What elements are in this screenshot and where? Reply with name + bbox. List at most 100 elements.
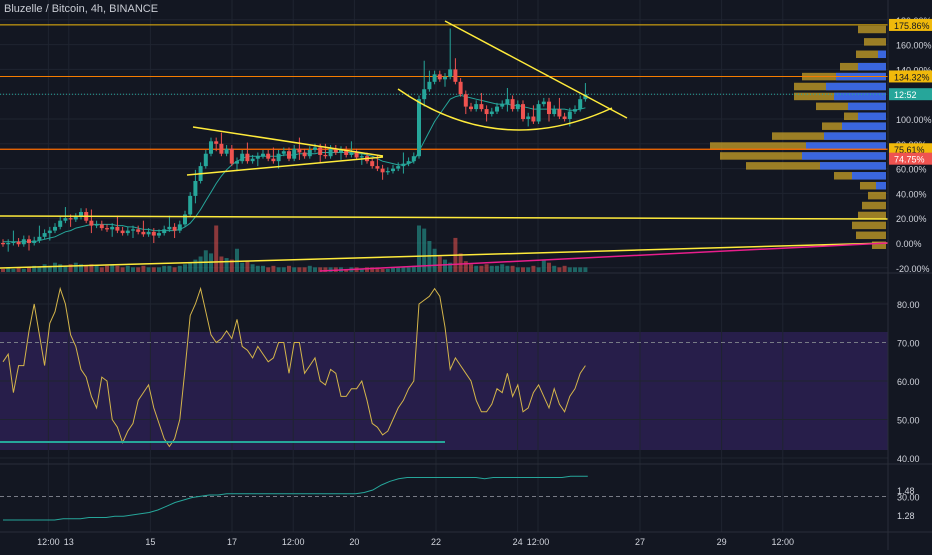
volume-bar (432, 248, 437, 272)
volume-bar (6, 267, 11, 272)
resistance-line (444, 20, 628, 119)
candle-body (188, 195, 193, 215)
candle-body (573, 109, 577, 112)
candle-body (422, 89, 427, 100)
candle-body (505, 99, 510, 105)
candle-body (515, 104, 520, 110)
candle-body (510, 99, 515, 110)
candle-body (235, 161, 239, 164)
volume-bar (375, 267, 380, 272)
volume-bar (567, 267, 572, 272)
trendline-drawings[interactable] (0, 20, 889, 272)
indicator-axis[interactable]: 1.48 1.28 (897, 486, 915, 521)
candle-body (411, 156, 416, 162)
candle-body (432, 74, 437, 82)
vp-bar-down (858, 211, 886, 220)
volume-bar (214, 225, 219, 272)
volume-bar (73, 262, 78, 272)
vp-bar-down (860, 181, 886, 190)
volume-bar (11, 268, 16, 272)
candle-body (125, 230, 130, 234)
candle-body (32, 240, 37, 243)
indicator-tick-label: 1.48 (897, 486, 915, 496)
volume-bar (99, 267, 104, 272)
candle-body (276, 153, 281, 162)
candle-body (250, 158, 255, 162)
candle-body (141, 231, 146, 235)
volume-bar (489, 265, 494, 272)
time-tick-label: 12:00 (772, 537, 795, 547)
vp-bar-down (856, 50, 886, 59)
volume-bar (63, 265, 68, 272)
volume-bar (385, 268, 390, 272)
volume-bar (573, 267, 577, 272)
rsi-tick-label: 30.00 (897, 493, 920, 503)
time-tick-label: 29 (717, 537, 727, 547)
candle-body (521, 104, 525, 119)
candle-body (183, 214, 187, 225)
price-tick-label: 60.00% (896, 165, 927, 175)
candle-body (318, 147, 323, 155)
vp-bar-up (820, 162, 886, 170)
price-tick-label: 100.00% (896, 115, 932, 125)
candle-body (297, 148, 302, 153)
volume-bar (42, 264, 47, 272)
volume-bar (521, 267, 525, 272)
volume-bar (536, 267, 541, 272)
price-label-box (889, 88, 932, 101)
volume-bar (177, 265, 182, 272)
candle-body (463, 94, 468, 107)
candle-body (495, 106, 499, 112)
candle-body (73, 216, 78, 220)
candle-body (479, 104, 484, 110)
candle-body (474, 104, 479, 110)
candle-body (526, 116, 531, 119)
rsi-tick-label: 70.00 (897, 339, 920, 349)
horizontal-levels[interactable] (0, 24, 888, 150)
candle-body (89, 220, 94, 226)
candle-body (37, 236, 42, 241)
vp-bar-up (858, 112, 886, 121)
volume-bar (32, 265, 37, 272)
rsi-tick-label: 50.00 (897, 416, 920, 426)
support-line-flat (0, 215, 889, 220)
volume-bar (183, 264, 187, 272)
volume-bar (411, 265, 416, 272)
time-axis[interactable]: 12:00 13 15 17 12:00 20 22 24 12:00 27 29 12:00 (37, 537, 794, 547)
candle-body (287, 151, 291, 159)
vp-bar-up (806, 142, 886, 150)
candle-body (42, 233, 47, 237)
candle-body (261, 153, 265, 157)
volume-bar (125, 265, 130, 272)
time-tick-label: 27 (635, 537, 645, 547)
candle-body (313, 147, 317, 150)
price-tick-label: -20.00% (896, 264, 930, 274)
candle-body (229, 148, 234, 164)
rsi-pane (0, 286, 888, 497)
vp-bar-down (862, 201, 886, 210)
vp-bar-up (858, 62, 886, 71)
time-tick-label: 20 (349, 537, 359, 547)
price-axis[interactable]: 180.00%160.00%140.00%120.00%100.00%80.00… (889, 16, 932, 274)
volume-bar (131, 267, 135, 272)
candle-body (541, 101, 546, 105)
volume-profile (710, 25, 886, 249)
grid-lines (0, 0, 888, 532)
rsi-tick-label: 60.00 (897, 377, 920, 387)
candle-body (131, 229, 135, 231)
candle-body (214, 141, 219, 144)
vp-bar-up (876, 181, 886, 190)
candle-body (489, 111, 494, 115)
price-label-box (889, 143, 932, 156)
price-label-text: 175.86% (894, 21, 930, 31)
volume-bar (302, 267, 307, 272)
volume-bar (505, 265, 510, 272)
rsi-axis[interactable]: 80.00 70.00 60.00 50.00 40.00 30.00 (897, 300, 920, 503)
time-tick-label: 12:00 (37, 537, 60, 547)
volume-bar (463, 261, 468, 272)
candle-body (58, 220, 63, 227)
pink-trendline (319, 242, 889, 272)
vp-bar-up (834, 92, 886, 101)
